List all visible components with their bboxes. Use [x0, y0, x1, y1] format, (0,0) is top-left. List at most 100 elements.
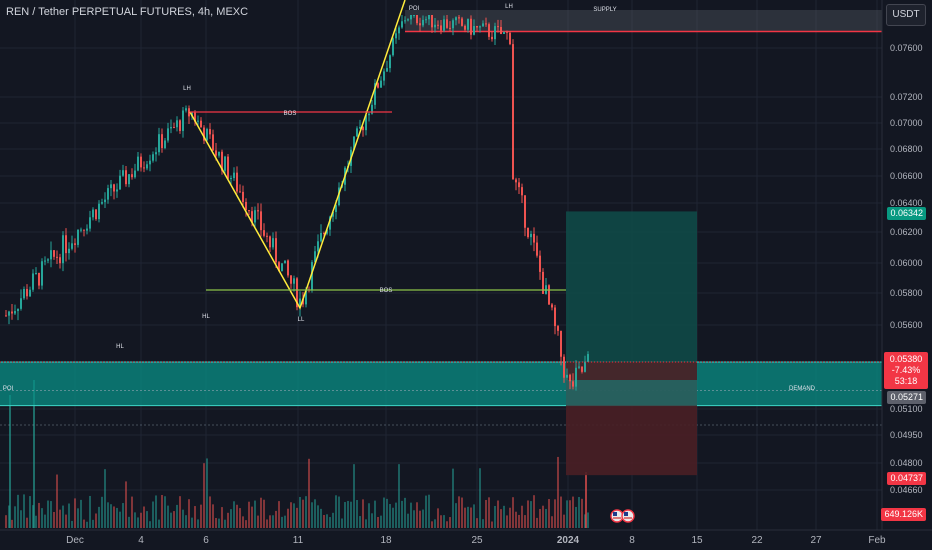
candle-body [278, 262, 280, 272]
volume-bar [239, 508, 241, 528]
candle-body [452, 20, 454, 29]
time-tick-1: 4 [138, 535, 144, 546]
volume-bar [524, 515, 526, 528]
candle-body [224, 156, 226, 171]
candle-body [482, 23, 484, 27]
candle-body [485, 23, 487, 25]
candle-body [212, 134, 214, 151]
volume-bar [218, 518, 220, 528]
volume-bar [248, 501, 250, 528]
candle-body [194, 112, 196, 122]
volume-bar [110, 504, 112, 528]
candle-body [206, 129, 208, 141]
candle-body [230, 178, 232, 180]
volume-bar [83, 519, 85, 528]
candle-body [176, 120, 178, 128]
volume-bar [347, 500, 349, 528]
candle-body [38, 273, 40, 286]
volume-bar [50, 501, 52, 528]
candle-body [554, 307, 556, 327]
volume-bar [554, 499, 556, 528]
volume-bar [47, 500, 49, 528]
current-price-badge: 0.05380 -7.43% 53:18 [884, 352, 928, 389]
ll-label: LL [298, 317, 305, 323]
candle-body [62, 235, 64, 264]
volume-bar [116, 507, 118, 528]
volume-bar [416, 502, 418, 528]
volume-bar [395, 502, 397, 528]
volume-bar [308, 458, 310, 528]
candle-body [377, 83, 379, 88]
price-tick-10: 0.05100 [890, 404, 923, 414]
volume-bar [344, 502, 346, 528]
candle-body [455, 17, 457, 21]
volume-bar [311, 502, 313, 528]
volume-bar [440, 515, 442, 528]
candle-body [530, 233, 532, 238]
volume-bar [140, 512, 142, 528]
volume-bar [188, 499, 190, 528]
candle-body [287, 260, 289, 276]
volume-bar [587, 512, 589, 528]
volume-bar [128, 516, 130, 528]
candle-body [263, 230, 265, 236]
volume-bar [89, 495, 91, 528]
candle-body [296, 278, 298, 308]
volume-bar [95, 513, 97, 528]
volume-bar [230, 509, 232, 528]
candle-body [581, 366, 583, 372]
volume-bar [221, 507, 223, 528]
candle-body [365, 115, 367, 131]
volume-bar [254, 500, 256, 528]
time-axis-bg [0, 530, 932, 550]
volume-bar [161, 494, 163, 528]
volume-bar [428, 494, 430, 528]
candle-body [524, 195, 526, 228]
candle-body [320, 232, 322, 242]
volume-bar [59, 509, 61, 528]
volume-spike-2 [9, 395, 11, 528]
time-tick-10: 27 [810, 535, 822, 546]
candle-body [512, 44, 514, 180]
time-tick-5: 25 [471, 535, 483, 546]
volume-bar [443, 515, 445, 528]
candle-body [254, 210, 256, 223]
candle-body [563, 356, 565, 378]
volume-bar [191, 517, 193, 528]
candle-body [587, 354, 589, 362]
volume-bar [224, 519, 226, 528]
candle-body [77, 229, 79, 245]
candle-body [251, 211, 253, 223]
candle-body [56, 256, 58, 258]
candle-body [146, 164, 148, 169]
volume-bar [257, 515, 259, 528]
volume-bar [407, 513, 409, 528]
volume-bar [269, 515, 271, 528]
volume-bar [506, 515, 508, 528]
candle-body [170, 127, 172, 129]
currency-selector[interactable]: USDT [886, 4, 926, 26]
volume-bar [131, 496, 133, 528]
candle-body [329, 216, 331, 230]
volume-bar [437, 508, 439, 528]
price-tick-1: 0.07200 [890, 92, 923, 102]
volume-bar [233, 501, 235, 528]
candle-body [167, 128, 169, 141]
bos-lower-label: BOS [380, 288, 393, 294]
candle-body [551, 304, 553, 308]
volume-bar [137, 517, 139, 528]
candle-body [179, 120, 181, 131]
volume-bar [371, 513, 373, 528]
price-tick-11: 0.04950 [890, 430, 923, 440]
volume-bar [431, 521, 433, 528]
candle-body [158, 134, 160, 153]
volume-bar [152, 501, 154, 528]
volume-bar [260, 497, 262, 528]
volume-bar [509, 507, 511, 528]
volume-bar [20, 510, 22, 528]
volume-bar [278, 501, 280, 528]
volume-bar [392, 507, 394, 528]
candle-body [245, 201, 247, 211]
candle-body [140, 156, 142, 168]
